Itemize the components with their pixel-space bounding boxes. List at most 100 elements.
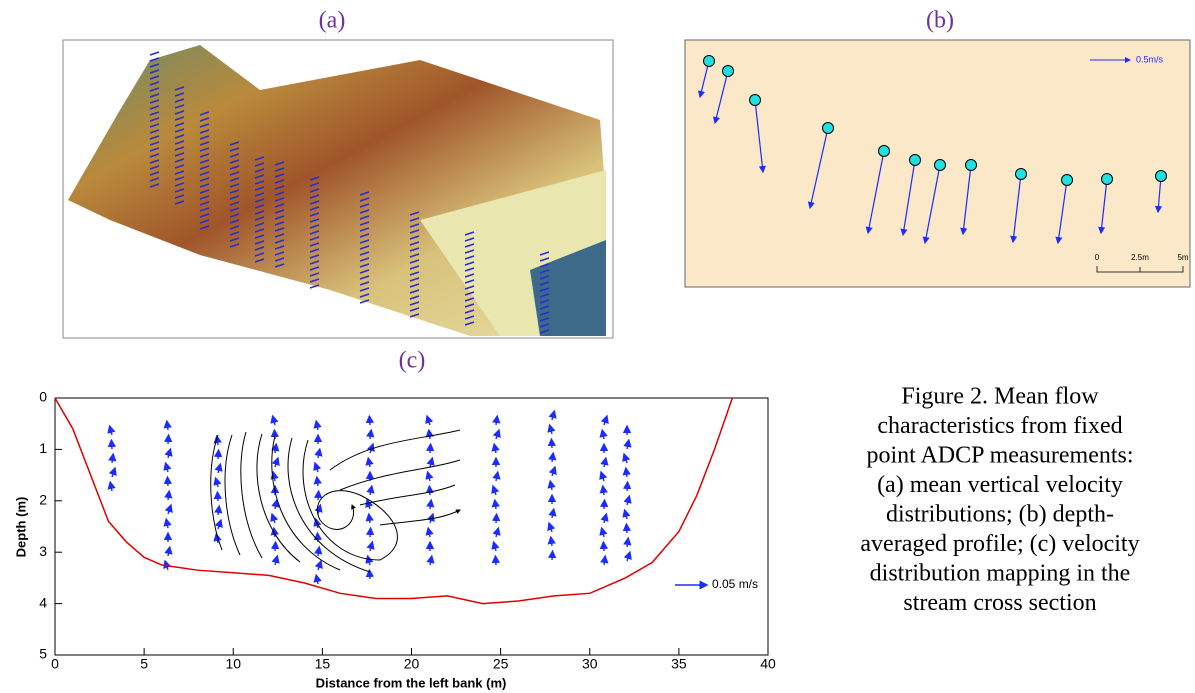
vector [274, 197, 285, 202]
vector [149, 141, 160, 146]
vector [174, 194, 185, 199]
y-tick-label: 4 [39, 594, 47, 610]
vector [409, 283, 420, 288]
vector [199, 213, 210, 218]
vector [174, 152, 185, 157]
x-tick-label: 15 [315, 656, 331, 672]
y-axis-label: Depth (m) [13, 497, 28, 558]
vector [229, 225, 240, 230]
vector [365, 512, 374, 524]
vector [464, 315, 475, 320]
scale-label: 0 [1095, 253, 1100, 262]
station [822, 122, 834, 134]
vector [214, 462, 223, 474]
vector [309, 272, 320, 277]
vector [149, 183, 160, 188]
caption-line: characteristics from fixed [877, 413, 1122, 439]
vector [359, 245, 370, 250]
vector [199, 201, 210, 206]
vector [229, 177, 240, 182]
vector [1055, 179, 1068, 245]
vector [464, 231, 475, 236]
vector [539, 269, 550, 274]
y-tick-label: 2 [39, 492, 47, 508]
vector [409, 277, 420, 282]
station [722, 65, 734, 77]
station [934, 159, 946, 171]
vector [600, 512, 609, 524]
vector [213, 476, 222, 488]
vector [314, 503, 323, 515]
vector [309, 266, 320, 271]
vector [254, 186, 265, 191]
vector [539, 281, 550, 286]
station [749, 94, 761, 106]
vector [271, 456, 280, 468]
vector [539, 317, 550, 322]
vector [164, 503, 173, 515]
vector [199, 189, 210, 194]
vector [274, 173, 285, 178]
vector [599, 540, 609, 552]
vector [199, 195, 210, 200]
vector [491, 512, 501, 524]
vector [213, 532, 222, 544]
caption-line: averaged profile; (c) velocity [860, 531, 1139, 557]
vector-scale: 0.05 m/s [712, 577, 758, 591]
vector [491, 540, 500, 552]
scale-label: 5m [1177, 253, 1188, 262]
panel-label: (b) [926, 8, 954, 34]
vector [622, 522, 632, 534]
vector [199, 117, 210, 122]
vector [149, 75, 160, 80]
vector [464, 237, 475, 242]
vector [254, 216, 265, 221]
vector [309, 182, 320, 187]
vector [622, 466, 631, 478]
x-tick-label: 40 [760, 656, 776, 672]
vector [254, 222, 265, 227]
vector [623, 536, 632, 548]
vector [174, 164, 185, 169]
vector [366, 540, 375, 552]
vector [426, 498, 435, 510]
vector [599, 428, 608, 440]
vector [309, 260, 320, 265]
vector [229, 219, 240, 224]
vector [599, 484, 608, 496]
vector [174, 200, 185, 205]
vector [539, 275, 550, 280]
station [965, 159, 977, 171]
station [878, 145, 890, 157]
vector [359, 251, 370, 256]
vector [199, 225, 210, 230]
vector [539, 257, 550, 262]
vector [539, 311, 550, 316]
vector [108, 466, 117, 478]
vector [229, 165, 240, 170]
vector [359, 239, 370, 244]
vector [1154, 175, 1163, 214]
vector [274, 185, 285, 190]
vector [274, 227, 285, 232]
vector [274, 167, 285, 172]
vector [539, 287, 550, 292]
vector [464, 297, 475, 302]
vector [164, 489, 173, 501]
vector [199, 135, 210, 140]
vector [229, 231, 240, 236]
vector [199, 153, 210, 158]
vector [229, 147, 240, 152]
vector-scale: 0.5m/s [1136, 54, 1164, 64]
caption-line: stream cross section [903, 590, 1096, 616]
vector [270, 540, 280, 552]
vector [174, 86, 185, 91]
vector [174, 188, 185, 193]
vector [309, 284, 320, 289]
vector [491, 554, 501, 566]
vector [214, 518, 223, 530]
vector [754, 99, 766, 174]
vector [313, 573, 322, 585]
vector [492, 470, 501, 482]
vector [274, 245, 285, 250]
